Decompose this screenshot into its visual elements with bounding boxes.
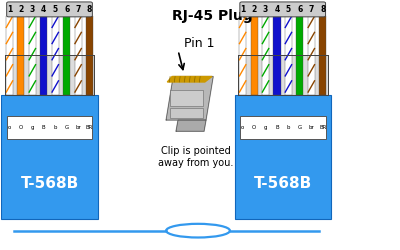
Text: O: O	[252, 125, 256, 130]
Bar	[6, 16, 13, 95]
Text: b: b	[54, 125, 57, 130]
Text: 2: 2	[252, 5, 257, 14]
Text: O: O	[19, 125, 23, 130]
Text: br: br	[308, 125, 314, 130]
Bar	[86, 16, 93, 95]
Text: 5: 5	[53, 5, 58, 14]
Text: BR: BR	[319, 125, 326, 130]
Polygon shape	[176, 120, 206, 131]
Bar	[240, 116, 326, 139]
FancyBboxPatch shape	[7, 2, 92, 17]
Polygon shape	[166, 76, 213, 120]
Text: B: B	[42, 125, 46, 130]
Bar	[262, 16, 269, 95]
Text: 3: 3	[30, 5, 35, 14]
Text: T-568B: T-568B	[20, 176, 79, 191]
Bar	[74, 16, 82, 95]
Text: 4: 4	[274, 5, 280, 14]
Text: b: b	[287, 125, 290, 130]
Text: 2: 2	[18, 5, 24, 14]
Bar	[7, 116, 92, 139]
Text: 6: 6	[64, 5, 69, 14]
Bar	[40, 16, 47, 95]
Bar	[274, 16, 280, 95]
Text: Clip is pointed
away from you.: Clip is pointed away from you.	[158, 146, 234, 168]
Text: o: o	[241, 125, 244, 130]
Text: 8: 8	[87, 5, 92, 14]
Text: Pin 1: Pin 1	[184, 37, 214, 50]
Text: br: br	[75, 125, 81, 130]
Text: 6: 6	[297, 5, 302, 14]
Text: g: g	[264, 125, 267, 130]
Bar	[2, 95, 98, 220]
Bar	[308, 16, 315, 95]
Bar	[250, 16, 258, 95]
Bar	[170, 90, 203, 106]
Text: 4: 4	[41, 5, 46, 14]
Text: 1: 1	[240, 5, 245, 14]
Text: 7: 7	[76, 5, 81, 14]
Text: 8: 8	[320, 5, 326, 14]
Bar	[238, 56, 328, 95]
Bar	[17, 16, 24, 95]
Bar	[5, 56, 94, 95]
Bar	[296, 16, 304, 95]
Bar	[235, 95, 331, 220]
Text: 1: 1	[7, 5, 12, 14]
Text: B: B	[275, 125, 279, 130]
Text: 5: 5	[286, 5, 291, 14]
Text: 3: 3	[263, 5, 268, 14]
Text: BR: BR	[86, 125, 93, 130]
Text: G: G	[64, 125, 69, 130]
Text: RJ-45 Plug: RJ-45 Plug	[172, 10, 252, 24]
Text: o: o	[8, 125, 11, 130]
Bar	[63, 16, 70, 95]
Text: G: G	[298, 125, 302, 130]
Bar	[52, 16, 59, 95]
Bar	[285, 16, 292, 95]
Bar	[170, 108, 203, 118]
Text: T-568B: T-568B	[254, 176, 312, 191]
FancyBboxPatch shape	[240, 2, 326, 17]
Text: 7: 7	[309, 5, 314, 14]
Bar	[29, 16, 36, 95]
Bar	[239, 16, 246, 95]
Text: g: g	[31, 125, 34, 130]
Bar	[319, 16, 326, 95]
Polygon shape	[167, 76, 212, 82]
